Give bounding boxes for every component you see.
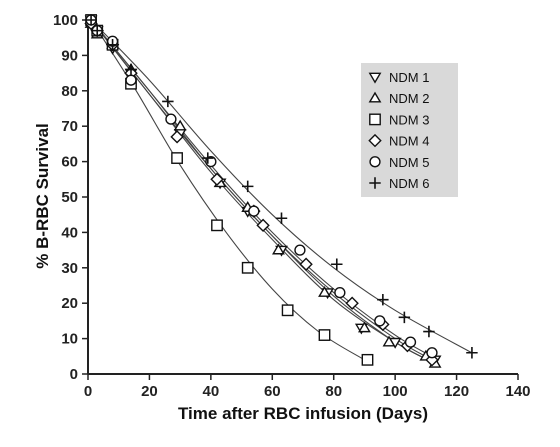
data-point-ndm-6	[85, 14, 97, 26]
data-point-ndm-6	[423, 325, 435, 338]
y-tick-label: 30	[61, 260, 78, 277]
fit-curve-ndm-6	[90, 19, 473, 354]
data-point-ndm-6	[106, 39, 119, 51]
legend: NDM 1 NDM 2 NDM 3 NDM 4 NDM 5 NDM 6	[361, 63, 458, 197]
data-point-ndm-6	[331, 258, 343, 270]
data-point-ndm-5	[334, 286, 346, 299]
fit-curve-ndm-4	[90, 19, 433, 361]
data-point-ndm-5	[165, 113, 177, 125]
y-tick-label: 40	[61, 224, 78, 241]
data-point-ndm-2	[272, 243, 285, 255]
data-point-ndm-3	[361, 353, 374, 366]
legend-label: NDM 3	[389, 112, 429, 127]
data-point-ndm-6	[125, 63, 137, 76]
x-axis-title: Time after RBC infusion (Days)	[178, 404, 428, 423]
data-point-ndm-3	[281, 304, 294, 317]
data-point-ndm-3	[318, 329, 331, 341]
legend-label: NDM 1	[389, 70, 429, 85]
data-point-ndm-6	[398, 311, 411, 324]
data-point-ndm-6	[466, 347, 478, 359]
fit-curve-ndm-3	[90, 19, 371, 364]
legend-marker-ndm-4	[368, 133, 382, 148]
data-point-ndm-5	[294, 244, 306, 256]
data-point-ndm-4	[256, 218, 270, 233]
y-tick-label: 20	[61, 295, 78, 312]
data-point-ndm-6	[377, 293, 389, 306]
x-tick-label: 20	[141, 383, 158, 400]
x-tick-label: 100	[383, 383, 408, 400]
data-point-ndm-2	[382, 335, 396, 347]
data-point-ndm-4	[345, 296, 359, 310]
data-point-ndm-6	[275, 212, 288, 224]
y-tick-label: 100	[53, 12, 78, 29]
data-point-ndm-5	[426, 347, 438, 359]
legend-marker-ndm-5	[369, 156, 381, 168]
legend-marker-ndm-1	[368, 72, 382, 84]
series-ndm-6	[85, 14, 478, 359]
legend-label: NDM 2	[389, 91, 429, 106]
data-point-ndm-6	[241, 180, 254, 193]
legend-label: NDM 6	[389, 176, 429, 191]
data-point-ndm-4	[210, 172, 224, 187]
x-tick-label: 60	[264, 383, 281, 400]
data-point-ndm-4	[170, 130, 184, 144]
x-tick-label: 0	[84, 383, 92, 400]
legend-marker-ndm-6	[369, 177, 381, 189]
y-tick-label: 90	[61, 47, 78, 64]
data-point-ndm-4	[299, 257, 313, 271]
data-point-ndm-5	[404, 336, 417, 348]
data-point-ndm-3	[241, 261, 254, 274]
data-point-ndm-6	[162, 95, 174, 108]
data-point-ndm-5	[125, 74, 137, 86]
legend-label: NDM 5	[389, 155, 429, 170]
y-tick-label: 60	[61, 154, 78, 171]
data-point-ndm-2	[318, 285, 331, 297]
data-markers	[84, 14, 478, 368]
x-tick-label: 120	[444, 383, 469, 400]
data-point-ndm-6	[91, 24, 103, 37]
y-tick-label: 70	[61, 118, 78, 135]
data-point-ndm-5	[248, 205, 260, 217]
x-tick-label: 140	[505, 383, 530, 400]
data-point-ndm-2	[173, 119, 187, 131]
series-ndm-5	[85, 14, 438, 359]
y-tick-label: 0	[70, 366, 78, 383]
x-tick-label: 40	[203, 383, 220, 400]
data-point-ndm-3	[171, 152, 183, 164]
legend-marker-ndm-2	[368, 91, 382, 103]
x-tick-label: 80	[325, 383, 342, 400]
legend-box	[361, 63, 458, 197]
legend-label: NDM 4	[389, 134, 429, 149]
y-tick-label: 50	[61, 189, 78, 206]
data-point-ndm-2	[358, 321, 371, 333]
axes: 0 20 40 60 80 100 120 140 0 10 20 30 40 50 60 70 80 90 100	[53, 12, 531, 400]
y-tick-label: 80	[61, 83, 78, 100]
fit-curve-ndm-5	[90, 19, 439, 361]
y-axis-title: % B-RBC Survival	[33, 123, 52, 268]
data-point-ndm-6	[202, 152, 214, 164]
data-point-ndm-5	[374, 315, 386, 327]
data-point-ndm-3	[211, 219, 223, 232]
y-tick-label: 10	[61, 331, 78, 348]
legend-marker-ndm-3	[369, 113, 381, 126]
